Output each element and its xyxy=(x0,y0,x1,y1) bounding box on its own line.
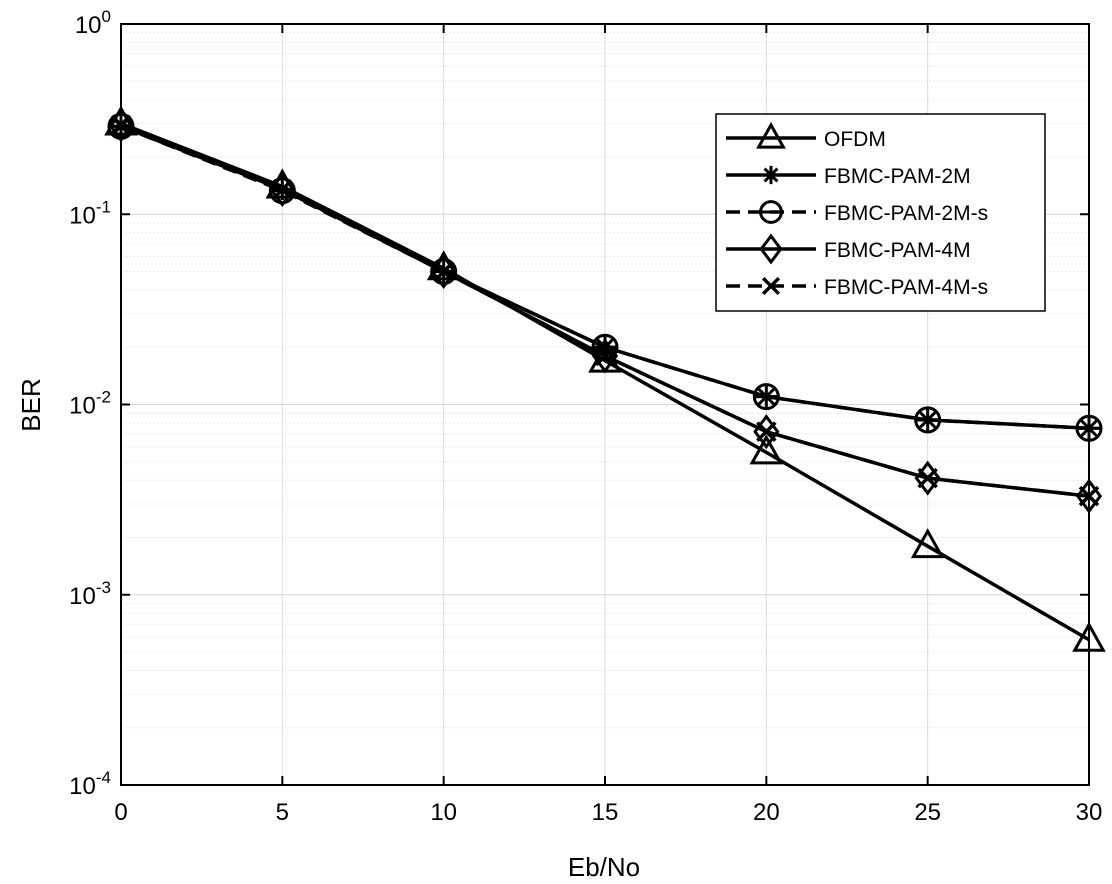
data-point-fbmc-pam-4m-s xyxy=(594,345,616,367)
data-point-fbmc-pam-4m-s xyxy=(756,421,777,442)
legend-entry-fbmc-pam-4m: FBMC-PAM-4M xyxy=(726,233,971,265)
legend-marker xyxy=(759,200,783,224)
y-axis-title: BER xyxy=(16,378,46,431)
data-point-fbmc-pam-2m-s xyxy=(752,383,780,411)
x-tick-label: 15 xyxy=(592,799,619,826)
legend-label: FBMC-PAM-2M xyxy=(824,165,971,188)
data-point-ofdm xyxy=(749,434,784,465)
legend-marker xyxy=(761,165,781,185)
legend-label: OFDM xyxy=(824,128,886,151)
x-axis-title: Eb/No xyxy=(568,852,640,882)
y-tick-label: 10-4 xyxy=(69,768,111,800)
data-point-ofdm xyxy=(910,528,945,559)
x-tick-label: 0 xyxy=(114,799,127,826)
grid xyxy=(121,24,1089,785)
legend: OFDM FBMC-PAM-2M FBMC-PAM-2M-s FBMC-PAM-4M F… xyxy=(715,113,1046,312)
legend-label: FBMC-PAM-4M-s xyxy=(824,276,988,299)
data-point-fbmc-pam-4m-s xyxy=(917,467,938,489)
legend-marker xyxy=(759,233,783,265)
legend-label: FBMC-PAM-2M-s xyxy=(824,202,988,225)
series-fbmc-pam-4m-s xyxy=(110,114,1100,507)
x-tick-label: 25 xyxy=(914,799,941,826)
legend-marker xyxy=(761,276,781,296)
data-point-fbmc-pam-4m xyxy=(430,254,457,290)
x-tick-label: 5 xyxy=(276,799,289,826)
axis-ticks: 0 5 10 15 20 25 30 10-4 10-3 10-2 10-1 100 xyxy=(69,7,1102,826)
series-group xyxy=(104,105,1106,652)
data-point-fbmc-pam-4m-s xyxy=(272,179,293,200)
legend-entry-ofdm: OFDM xyxy=(726,121,886,151)
data-point-fbmc-pam-4m xyxy=(914,460,941,496)
x-tick-label: 20 xyxy=(753,799,780,826)
x-tick-label: 30 xyxy=(1076,799,1103,826)
y-tick-label: 10-2 xyxy=(69,388,111,420)
y-tick-label: 10-3 xyxy=(69,578,111,610)
legend-entry-fbmc-pam-2m-s: FBMC-PAM-2M-s xyxy=(726,200,988,225)
y-tick-label: 100 xyxy=(75,7,111,39)
legend-label: FBMC-PAM-4M xyxy=(824,239,971,262)
y-tick-label: 10-1 xyxy=(69,197,111,229)
legend-entry-fbmc-pam-2m: FBMC-PAM-2M xyxy=(726,165,971,188)
legend-entry-fbmc-pam-4m-s: FBMC-PAM-4M-s xyxy=(726,276,988,299)
legend-marker xyxy=(756,121,786,149)
data-point-fbmc-pam-2m-s xyxy=(914,406,942,434)
x-tick-label: 10 xyxy=(430,799,457,826)
data-point-fbmc-pam-4m xyxy=(591,338,619,374)
data-point-fbmc-pam-4m xyxy=(269,171,296,207)
data-point-fbmc-pam-4m-s xyxy=(433,261,454,282)
